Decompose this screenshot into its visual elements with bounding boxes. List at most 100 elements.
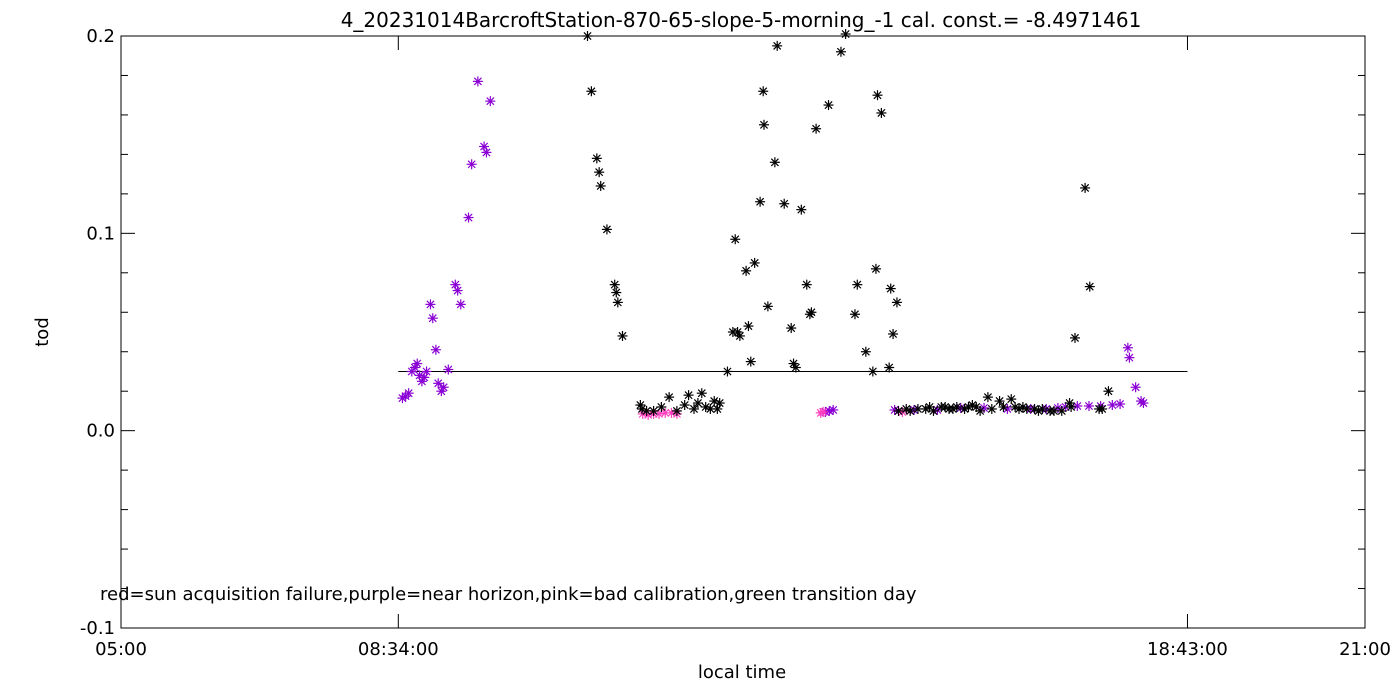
- data-point: [612, 297, 623, 308]
- data-point: [403, 388, 414, 399]
- data-point: [870, 263, 881, 274]
- data-point: [412, 358, 423, 369]
- x-tick-label: 05:00: [95, 639, 147, 660]
- data-point: [998, 401, 1009, 412]
- data-point: [1049, 405, 1059, 416]
- data-point: [872, 90, 883, 101]
- data-point: [994, 396, 1005, 407]
- data-point: [430, 344, 441, 355]
- data-point: [660, 407, 671, 418]
- data-point: [823, 100, 834, 111]
- data-point: [601, 224, 612, 235]
- data-point: [741, 265, 752, 276]
- data-point: [893, 405, 904, 416]
- data-point: [705, 403, 716, 414]
- data-point: [1107, 400, 1118, 411]
- data-point: [617, 330, 628, 341]
- data-point: [772, 40, 783, 51]
- data-point: [635, 400, 646, 411]
- data-point: [818, 406, 829, 417]
- data-point: [609, 279, 620, 290]
- data-point: [951, 401, 962, 412]
- data-point: [755, 196, 766, 207]
- data-point: [758, 119, 769, 130]
- data-point: [1083, 401, 1094, 411]
- data-point: [595, 180, 606, 191]
- data-point: [975, 405, 986, 416]
- y-tick-label: 0.2: [86, 26, 115, 47]
- data-point: [1066, 401, 1077, 412]
- x-tick-label: 21:00: [1339, 639, 1391, 660]
- legend-note: red=sun acquisition failure,purple=near …: [100, 584, 917, 605]
- chart-title: 4_20231014BarcroftStation-870-65-slope-5…: [341, 8, 1142, 32]
- data-point: [745, 356, 756, 367]
- data-point: [749, 257, 760, 268]
- data-point: [443, 364, 454, 375]
- data-point: [840, 29, 851, 40]
- data-point: [611, 287, 622, 298]
- data-point: [852, 279, 863, 290]
- data-point: [425, 299, 436, 310]
- data-point: [769, 157, 780, 168]
- data-point: [472, 76, 483, 87]
- data-point: [427, 313, 438, 324]
- data-point: [1130, 382, 1141, 393]
- data-point: [889, 404, 900, 415]
- data-point: [801, 279, 812, 290]
- data-point: [656, 401, 667, 412]
- y-axis-label: tod: [32, 317, 53, 347]
- data-point: [689, 403, 700, 414]
- data-point: [671, 405, 682, 416]
- data-point: [734, 330, 745, 341]
- data-point: [416, 376, 427, 387]
- data-point: [835, 46, 846, 57]
- data-point: [986, 403, 997, 414]
- data-point: [743, 321, 754, 332]
- y-tick-label: -0.1: [80, 618, 115, 639]
- data-point: [466, 159, 477, 170]
- data-point: [1138, 398, 1149, 409]
- x-axis-label: local time: [698, 662, 786, 683]
- data-point: [421, 366, 432, 377]
- data-point: [1006, 394, 1017, 405]
- data-point: [1069, 332, 1080, 343]
- y-tick-label: 0.0: [86, 421, 115, 442]
- axis-tick-labels: -0.1 0.0 0.1 0.2 05:00 08:34:00 18:43:00 21:00: [80, 26, 1391, 660]
- data-point: [849, 309, 860, 320]
- data-point: [762, 301, 773, 312]
- data-point: [786, 323, 797, 334]
- data-point: [1124, 352, 1135, 363]
- data-point: [438, 382, 449, 393]
- data-point: [485, 96, 496, 107]
- data-point: [433, 378, 444, 389]
- data-point: [683, 390, 694, 401]
- data-point: [828, 404, 839, 415]
- data-point: [885, 283, 896, 294]
- data-point: [905, 405, 916, 416]
- data-point: [860, 346, 871, 357]
- data-point: [664, 392, 675, 403]
- data-point: [679, 400, 690, 411]
- y-tick-label: 0.1: [86, 223, 115, 244]
- data-point: [779, 198, 790, 209]
- data-point: [714, 398, 725, 409]
- data-point: [722, 366, 733, 377]
- data-point: [1084, 281, 1095, 292]
- data-point: [452, 285, 463, 296]
- data-point: [1115, 399, 1126, 410]
- data-point: [1037, 403, 1048, 414]
- data-point: [876, 107, 887, 118]
- data-point: [1072, 401, 1083, 411]
- data-point: [692, 398, 703, 409]
- data-point: [594, 167, 605, 178]
- data-point: [463, 212, 474, 223]
- data-point: [481, 147, 492, 158]
- data-point: [811, 123, 822, 134]
- data-point: [982, 392, 993, 403]
- data-point: [582, 31, 593, 41]
- x-tick-label: 18:43:00: [1147, 639, 1228, 660]
- data-point: [891, 297, 902, 308]
- x-tick-label: 08:34:00: [358, 639, 439, 660]
- data-point: [867, 366, 878, 377]
